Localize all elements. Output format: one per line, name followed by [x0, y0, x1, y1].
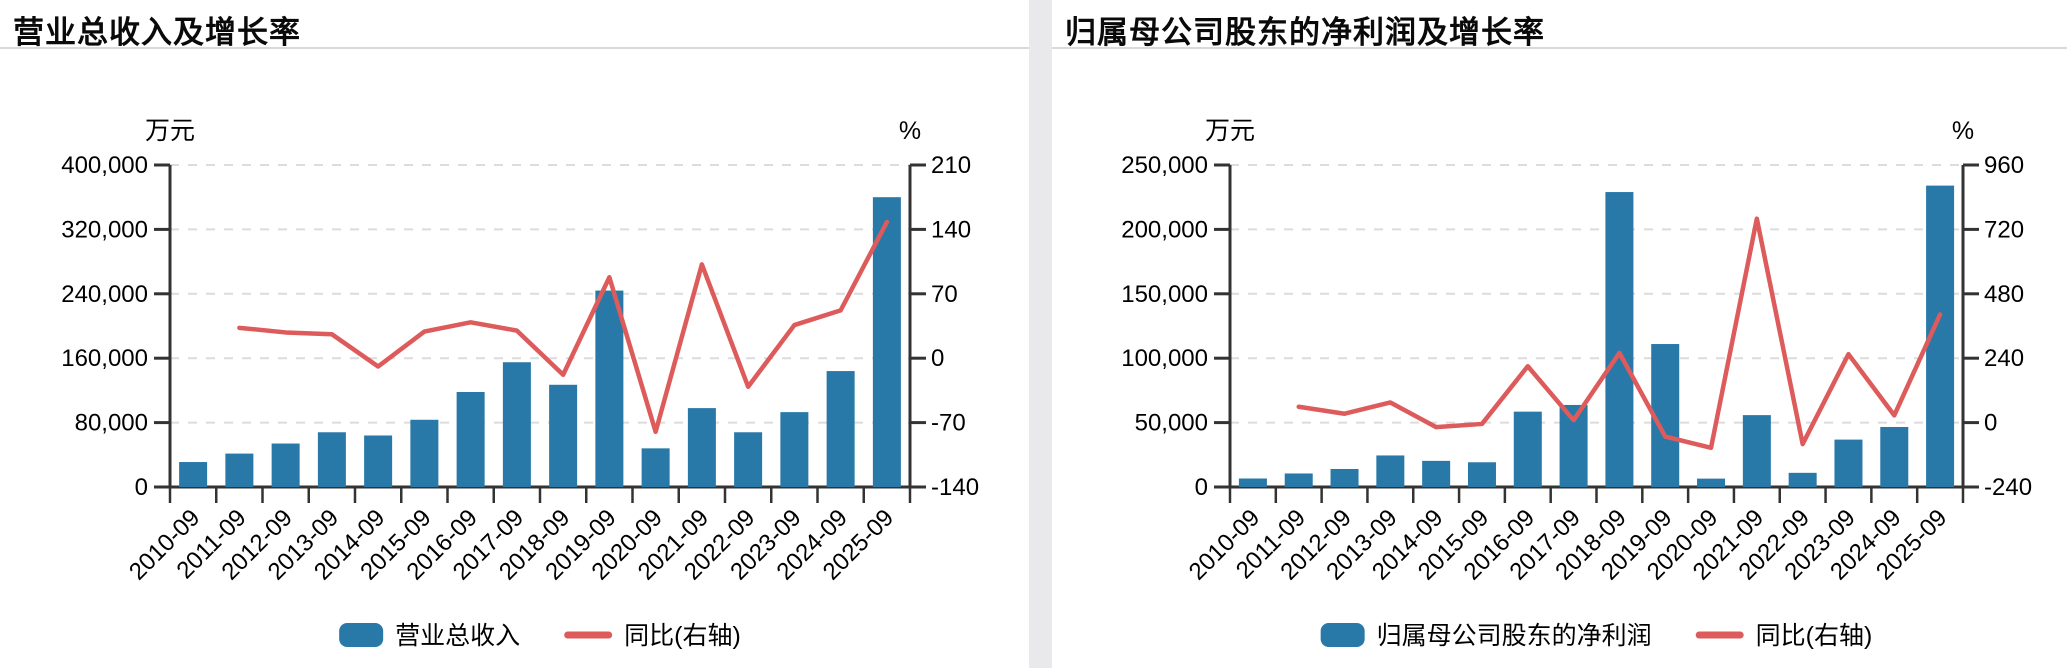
bar-2023-09[interactable]	[780, 412, 809, 487]
legend-label: 营业总收入	[395, 622, 520, 650]
chart-legend: 归属母公司股东的净利润 同比(右轴)	[1320, 622, 1873, 650]
legend-item-yoy[interactable]: 同比(右轴)	[564, 622, 741, 650]
right-axis-tick-label: 210	[931, 152, 971, 179]
bar-2019-09[interactable]	[595, 290, 624, 487]
bar-2017-09[interactable]	[502, 362, 531, 487]
left-axis-tick-label: 80,000	[75, 410, 148, 437]
left-axis-tick-label: 100,000	[1121, 345, 1208, 372]
bar-2025-09[interactable]	[872, 197, 901, 487]
left-axis-tick-label: 250,000	[1121, 152, 1208, 179]
right-axis-tick-label: -70	[931, 410, 966, 437]
right-axis-tick-label: 240	[1984, 345, 2024, 372]
bar-2012-09[interactable]	[1330, 468, 1359, 487]
right-axis-tick-label: -240	[1984, 474, 2032, 501]
bar-2014-09[interactable]	[1422, 460, 1451, 487]
left-axis-tick-label: 200,000	[1121, 216, 1208, 243]
right-axis-tick-label: 0	[931, 345, 944, 372]
bar-2011-09[interactable]	[1284, 473, 1313, 487]
left-axis-tick-label: 150,000	[1121, 281, 1208, 308]
bar-2013-09[interactable]	[1376, 455, 1405, 487]
left-axis-unit-label: 万元	[1205, 117, 1255, 145]
left-axis-tick-label: 50,000	[1135, 410, 1208, 437]
right-axis-tick-label: -140	[931, 474, 979, 501]
bar-2021-09[interactable]	[1742, 415, 1771, 487]
bar-2016-09[interactable]	[456, 392, 485, 487]
left-axis-tick-label: 0	[1195, 474, 1208, 501]
bar-2012-09[interactable]	[271, 443, 300, 487]
legend-line-swatch	[1695, 631, 1744, 639]
right-axis-tick-label: 960	[1984, 152, 2024, 179]
revenue-panel: 营业总收入及增长率 0 80,000 160,000 240,000 320,000 40…	[0, 0, 1029, 668]
bar-2022-09[interactable]	[1788, 472, 1817, 487]
bar-2023-09[interactable]	[1834, 439, 1863, 487]
left-axis-tick-label: 400,000	[61, 152, 148, 179]
bar-2010-09[interactable]	[179, 462, 208, 487]
revenue-growth-chart: 0 80,000 160,000 240,000 320,000 400,000 -140 -…	[61, 117, 979, 650]
left-axis-tick-label: 0	[135, 474, 148, 501]
bar-2016-09[interactable]	[1513, 411, 1542, 487]
bar-2018-09[interactable]	[1605, 192, 1634, 487]
bar-2021-09[interactable]	[687, 408, 716, 487]
bar-2018-09[interactable]	[549, 384, 578, 487]
bar-2014-09[interactable]	[364, 435, 393, 487]
right-axis-tick-label: 0	[1984, 410, 1997, 437]
left-axis-unit-label: 万元	[145, 117, 195, 145]
bar-2022-09[interactable]	[734, 432, 763, 487]
legend-label: 同比(右轴)	[1756, 622, 1873, 650]
bar-2024-09[interactable]	[1880, 426, 1909, 487]
legend-label: 归属母公司股东的净利润	[1377, 622, 1652, 650]
legend-item-yoy[interactable]: 同比(右轴)	[1695, 622, 1873, 650]
right-axis-tick-label: 140	[931, 216, 971, 243]
bar-2010-09[interactable]	[1238, 478, 1267, 487]
net-profit-growth-chart: 0 50,000 100,000 150,000 200,000 250,000 -240 0…	[1121, 117, 2032, 650]
yoy-growth-line[interactable]	[1296, 216, 1943, 451]
right-axis-tick-label: 480	[1984, 281, 2024, 308]
left-axis-tick-label: 240,000	[61, 281, 148, 308]
panel-title-net-profit: 归属母公司股东的净利润及增长率	[1065, 15, 1545, 50]
title-divider	[1052, 47, 2067, 49]
bar-2024-09[interactable]	[826, 371, 855, 487]
chart-legend: 营业总收入 同比(右轴)	[339, 622, 741, 650]
right-axis-tick-label: 70	[931, 281, 958, 308]
bar-2013-09[interactable]	[317, 432, 346, 487]
bar-2015-09[interactable]	[1467, 462, 1496, 487]
right-axis-unit-label: %	[899, 117, 921, 145]
left-axis-tick-label: 160,000	[61, 345, 148, 372]
title-divider	[0, 47, 1029, 49]
bar-2020-09[interactable]	[1697, 478, 1726, 487]
legend-item-series[interactable]: 归属母公司股东的净利润	[1320, 622, 1652, 650]
legend-bar-swatch	[1320, 623, 1365, 647]
bar-2020-09[interactable]	[641, 448, 670, 487]
bar-2015-09[interactable]	[410, 419, 439, 487]
left-axis-tick-label: 320,000	[61, 216, 148, 243]
yoy-growth-line[interactable]	[237, 219, 890, 435]
legend-bar-swatch	[339, 623, 384, 647]
legend-label: 同比(右轴)	[624, 622, 741, 650]
bar-2011-09[interactable]	[225, 453, 254, 487]
net-profit-panel: 归属母公司股东的净利润及增长率 0 50,000 100,000 150,000 200…	[1052, 0, 2067, 668]
legend-item-series[interactable]: 营业总收入	[339, 622, 520, 650]
right-axis-tick-label: 720	[1984, 216, 2024, 243]
legend-line-swatch	[564, 631, 613, 639]
panel-title-revenue: 营业总收入及增长率	[13, 15, 301, 50]
right-axis-unit-label: %	[1952, 117, 1974, 145]
